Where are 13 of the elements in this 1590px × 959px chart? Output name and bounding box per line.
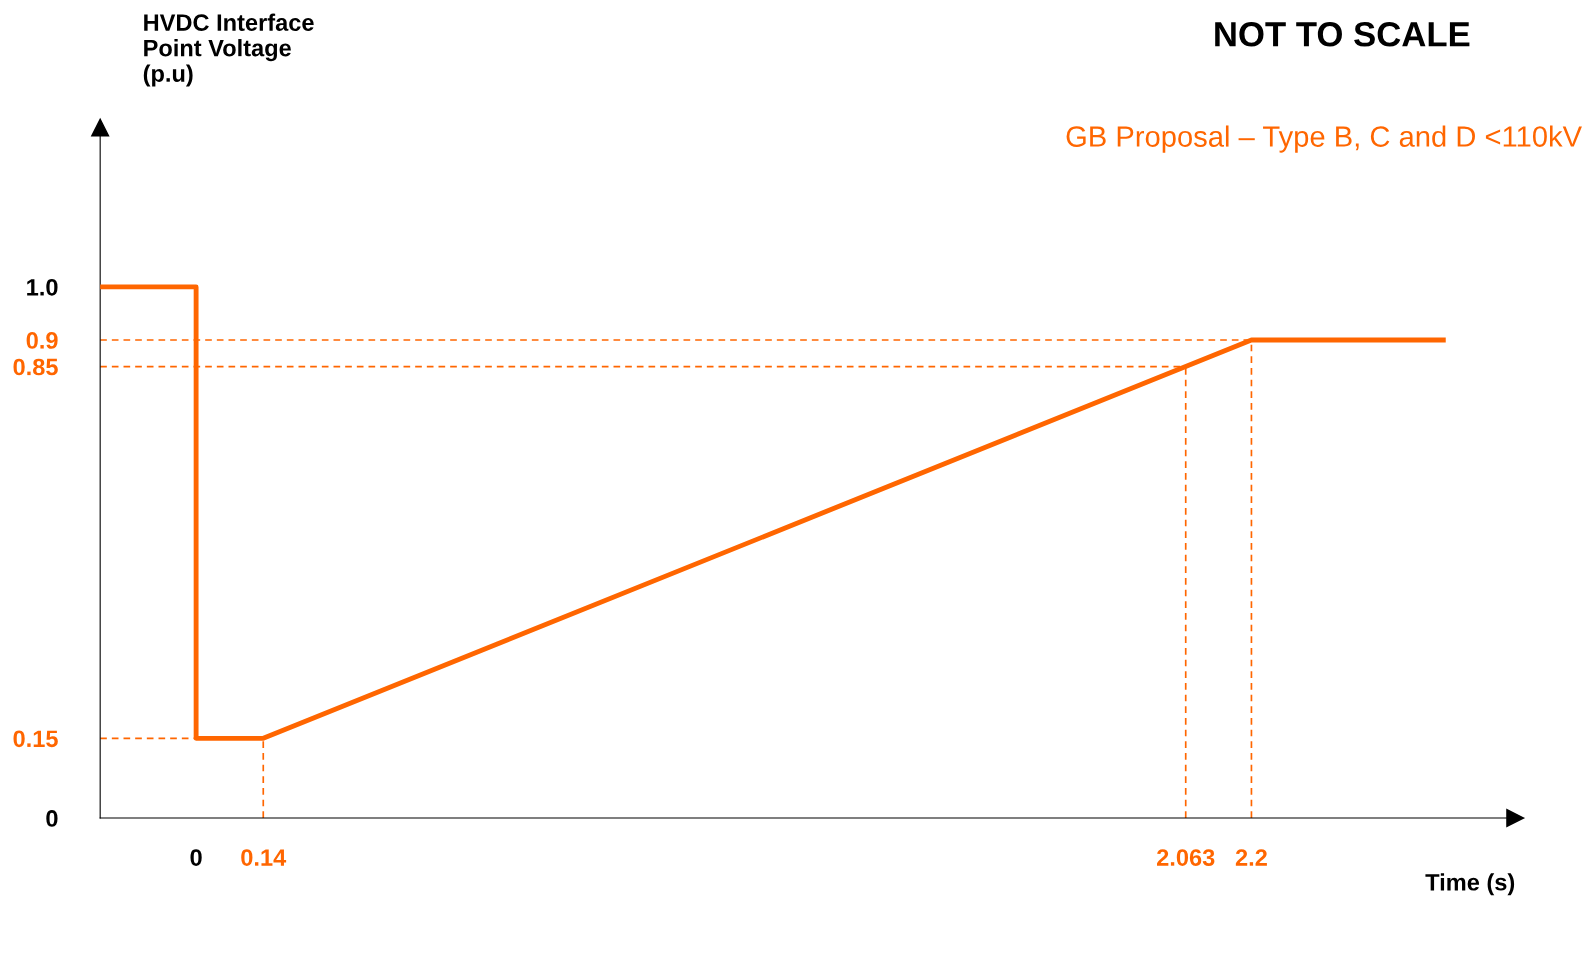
x-tick-label: 0.14 [241, 849, 287, 866]
text: NOT TO SCALE [1215, 22, 1470, 47]
y-tick-label: 0.15 [13, 730, 58, 748]
y-tick-label: 0.85 [13, 358, 58, 376]
x-tick-label: 2.063 [1157, 849, 1215, 866]
y-tick-label: 1.0 [27, 278, 58, 296]
y-tick-label: 0 [46, 810, 58, 827]
y-tick-label: 0.9 [26, 332, 58, 349]
x-tick-label: 0 [190, 849, 202, 866]
y-axis-title: HVDC Interface Point Voltage (p.u) [143, 13, 314, 87]
x-tick-label: 2.2 [1235, 849, 1267, 866]
x-axis-title: Time (s) [1425, 873, 1515, 896]
annotation: GB Proposal – Type B, C and D <110kV [1066, 125, 1582, 153]
